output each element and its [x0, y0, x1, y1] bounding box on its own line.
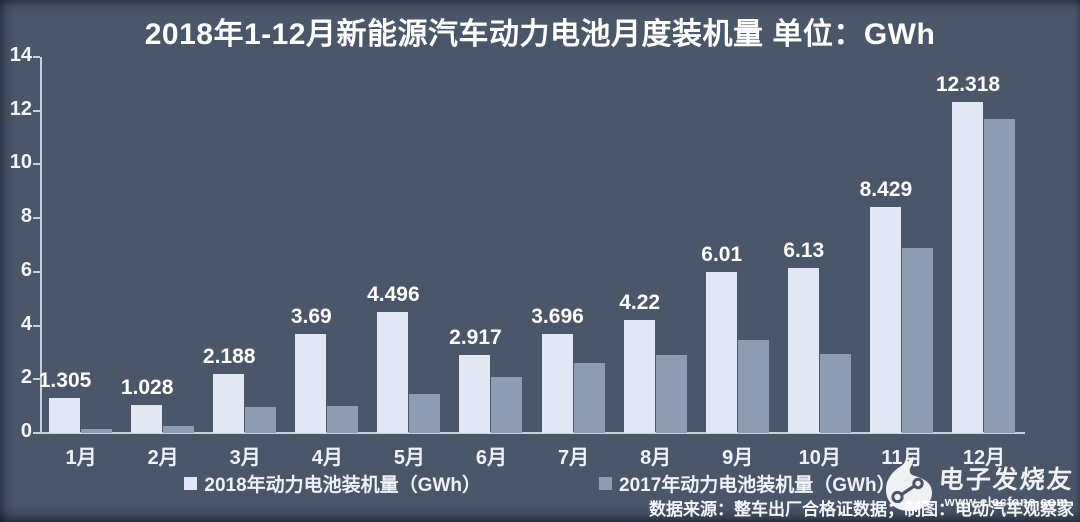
bar-2018-4月 [295, 333, 327, 433]
bar-2018-11月 [869, 206, 901, 433]
x-axis-line [40, 432, 1025, 434]
bar-value-label-3月: 2.188 [202, 345, 256, 369]
legend-swatch-2018 [184, 477, 198, 490]
bar-2017-2月 [163, 426, 195, 433]
y-axis-tick [33, 217, 40, 220]
watermark-url: www.elecfans.com [944, 493, 1069, 509]
y-axis-tick [33, 163, 40, 166]
bar-2018-5月 [377, 312, 409, 433]
legend: 2018年动力电池装机量（GWh） 2017年动力电池装机量（GWh） [0, 470, 1080, 497]
y-axis-tick [33, 432, 40, 434]
bar-value-label-8月: 4.22 [619, 290, 661, 314]
x-axis-label-3月: 3月 [229, 447, 261, 469]
bar-value-label-9月: 6.01 [701, 242, 743, 266]
legend-item-2017: 2017年动力电池装机量（GWh） [599, 470, 896, 497]
y-axis-tick-label: 8 [20, 205, 32, 228]
x-axis-label-1月: 1月 [65, 447, 97, 469]
y-axis-tick [33, 109, 40, 112]
y-axis-tick [33, 324, 40, 327]
bar-2018-6月 [459, 354, 491, 433]
y-axis-tick-label: 14 [9, 44, 32, 66]
bar-2017-6月 [491, 376, 523, 433]
bar-value-label-6月: 2.917 [449, 325, 502, 349]
bar-value-label-11月: 8.429 [859, 177, 913, 201]
watermark-brand: 电子发烧友 [937, 465, 1075, 494]
y-axis-tick-label: 0 [20, 420, 32, 442]
watermark: 电子发烧友 www.elecfans.com [883, 456, 1075, 512]
x-axis-label-12月: 12月 [962, 447, 1006, 469]
bar-value-label-4月: 3.69 [290, 304, 332, 328]
bar-2017-10月 [819, 353, 851, 433]
y-axis-tick-label: 6 [20, 258, 32, 281]
elecfans-logo-icon [885, 456, 932, 511]
x-axis-label-4月: 4月 [311, 447, 343, 469]
bar-value-label-2月: 1.028 [120, 376, 174, 400]
legend-swatch-2017 [599, 477, 612, 490]
bar-2017-8月 [655, 355, 687, 433]
bar-2017-5月 [409, 394, 441, 433]
x-axis-label-9月: 9月 [722, 447, 754, 469]
bar-2018-2月 [131, 405, 163, 433]
y-axis-line [40, 57, 42, 434]
x-axis-label-10月: 10月 [798, 447, 841, 469]
x-axis-label-2月: 2月 [147, 447, 179, 469]
bar-2017-1月 [81, 428, 113, 433]
bar-2017-12月 [983, 118, 1015, 433]
y-axis-tick [33, 378, 40, 381]
y-axis-tick [33, 270, 40, 273]
bar-value-label-7月: 3.696 [531, 304, 584, 328]
bar-value-label-5月: 4.496 [367, 283, 420, 307]
bar-2017-9月 [737, 340, 769, 433]
y-axis-tick-label: 12 [9, 97, 32, 120]
bar-2017-7月 [573, 363, 605, 433]
bar-2018-7月 [541, 333, 573, 433]
bar-2018-8月 [623, 319, 655, 433]
chart-title: 2018年1-12月新能源汽车动力电池月度装机量 单位：GWh [144, 18, 936, 51]
y-axis-tick [33, 56, 40, 58]
y-axis-tick-label: 10 [9, 151, 32, 174]
legend-item-2018: 2018年动力电池装机量（GWh） [184, 470, 481, 497]
bar-2017-4月 [327, 406, 359, 433]
legend-label-2018: 2018年动力电池装机量（GWh） [204, 475, 481, 496]
bar-2018-1月 [49, 397, 81, 433]
x-axis-label-8月: 8月 [640, 447, 672, 469]
bar-2018-12月 [951, 102, 983, 433]
x-axis-label-7月: 7月 [557, 447, 590, 469]
x-axis-label-5月: 5月 [393, 447, 425, 469]
bar-2017-11月 [901, 247, 933, 433]
y-axis-tick-label: 2 [20, 366, 32, 389]
bar-value-label-10月: 6.13 [783, 239, 825, 263]
y-axis-tick-label: 4 [20, 312, 32, 335]
bar-value-label-1月: 1.305 [38, 368, 92, 392]
data-source-note: 数据来源：整车出厂合格证数据；制图：电动汽车观察家 [649, 500, 1074, 519]
legend-label-2017: 2017年动力电池装机量（GWh） [619, 475, 896, 496]
bar-2018-10月 [787, 268, 819, 433]
x-axis-label-6月: 6月 [475, 447, 508, 469]
bar-value-label-12月: 12.318 [935, 73, 1001, 97]
bar-2018-9月 [705, 271, 737, 433]
bar-2017-3月 [245, 406, 277, 433]
bar-2018-3月 [213, 374, 245, 433]
